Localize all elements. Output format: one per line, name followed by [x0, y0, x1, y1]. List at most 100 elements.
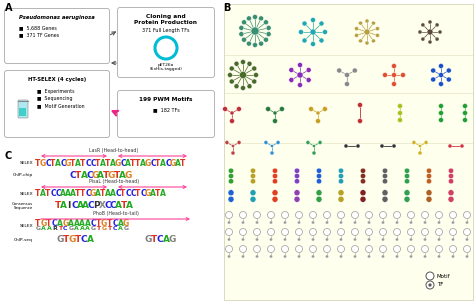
Circle shape	[423, 255, 427, 258]
Circle shape	[382, 196, 388, 202]
Text: T: T	[135, 158, 141, 168]
Circle shape	[360, 179, 365, 184]
Circle shape	[326, 238, 328, 241]
Circle shape	[270, 255, 273, 258]
Circle shape	[226, 228, 233, 235]
Circle shape	[295, 228, 302, 235]
Text: T: T	[75, 235, 81, 244]
Circle shape	[241, 255, 245, 258]
Circle shape	[418, 151, 422, 155]
Circle shape	[295, 211, 302, 218]
Circle shape	[365, 228, 373, 235]
Text: Protein Production: Protein Production	[135, 20, 198, 25]
Circle shape	[395, 255, 399, 258]
Circle shape	[230, 111, 234, 115]
Text: G: G	[168, 235, 176, 244]
Text: T: T	[55, 201, 61, 211]
Text: G: G	[40, 158, 46, 168]
Text: C: C	[125, 189, 131, 198]
Text: C: C	[63, 227, 68, 231]
Circle shape	[360, 190, 366, 196]
Circle shape	[392, 64, 396, 68]
Text: HT-SELEX (4 cycles): HT-SELEX (4 cycles)	[28, 77, 86, 82]
Circle shape	[273, 179, 278, 184]
Circle shape	[404, 168, 410, 173]
Circle shape	[421, 211, 428, 218]
Circle shape	[253, 42, 257, 48]
Circle shape	[372, 21, 375, 25]
Circle shape	[323, 228, 330, 235]
Circle shape	[319, 38, 324, 43]
Circle shape	[463, 118, 467, 122]
Circle shape	[447, 77, 451, 82]
Circle shape	[421, 37, 425, 41]
Circle shape	[448, 144, 452, 148]
Circle shape	[264, 20, 268, 25]
Circle shape	[354, 255, 356, 258]
Circle shape	[265, 106, 271, 112]
Circle shape	[229, 118, 235, 124]
Circle shape	[311, 221, 315, 224]
Text: A: A	[126, 201, 133, 211]
Text: T: T	[120, 189, 126, 198]
Circle shape	[272, 196, 278, 202]
Circle shape	[228, 221, 230, 224]
Circle shape	[272, 190, 278, 196]
Text: T: T	[70, 158, 76, 168]
Circle shape	[294, 179, 300, 184]
Circle shape	[280, 106, 284, 112]
Circle shape	[464, 211, 471, 218]
Text: G: G	[65, 158, 71, 168]
Text: SELEX: SELEX	[19, 161, 33, 165]
Text: G: G	[108, 171, 115, 179]
Circle shape	[273, 111, 277, 115]
Text: T: T	[108, 227, 111, 231]
Circle shape	[318, 141, 322, 145]
Text: A: A	[5, 3, 12, 13]
Circle shape	[438, 82, 444, 86]
Circle shape	[438, 255, 440, 258]
Text: G: G	[123, 218, 129, 228]
Text: ■  371 TF Genes: ■ 371 TF Genes	[19, 32, 59, 37]
Circle shape	[267, 228, 274, 235]
Circle shape	[449, 245, 456, 252]
Text: C: C	[140, 189, 146, 198]
Circle shape	[297, 72, 303, 78]
Circle shape	[323, 211, 330, 218]
Circle shape	[392, 72, 396, 78]
Circle shape	[452, 221, 455, 224]
Text: ■  182 TFs: ■ 182 TFs	[153, 107, 179, 112]
Text: A: A	[175, 158, 181, 168]
Text: G: G	[145, 158, 151, 168]
Text: ■  Sequencing: ■ Sequencing	[37, 96, 73, 101]
Circle shape	[306, 78, 311, 82]
Text: ChIP-chip: ChIP-chip	[13, 173, 33, 177]
Circle shape	[282, 211, 289, 218]
Circle shape	[225, 141, 229, 145]
Circle shape	[449, 228, 456, 235]
Text: A: A	[70, 189, 76, 198]
Text: A: A	[118, 218, 123, 228]
Text: T: T	[103, 171, 109, 179]
Circle shape	[239, 245, 246, 252]
Circle shape	[431, 68, 436, 73]
Text: A: A	[119, 171, 126, 179]
Text: T: T	[35, 158, 41, 168]
Circle shape	[228, 168, 234, 173]
Circle shape	[228, 179, 234, 184]
Text: G: G	[56, 235, 64, 244]
Text: B: B	[223, 3, 230, 13]
Text: (6xHis-tagged): (6xHis-tagged)	[150, 67, 182, 71]
Circle shape	[423, 221, 427, 224]
Text: A: A	[150, 189, 156, 198]
Text: A: A	[85, 227, 90, 231]
Text: G: G	[91, 171, 99, 179]
Circle shape	[283, 238, 286, 241]
Text: C: C	[60, 158, 66, 168]
Circle shape	[410, 238, 412, 241]
Circle shape	[294, 196, 300, 202]
Text: A: A	[46, 227, 52, 231]
Circle shape	[283, 255, 286, 258]
Circle shape	[338, 190, 344, 196]
Circle shape	[306, 68, 311, 72]
